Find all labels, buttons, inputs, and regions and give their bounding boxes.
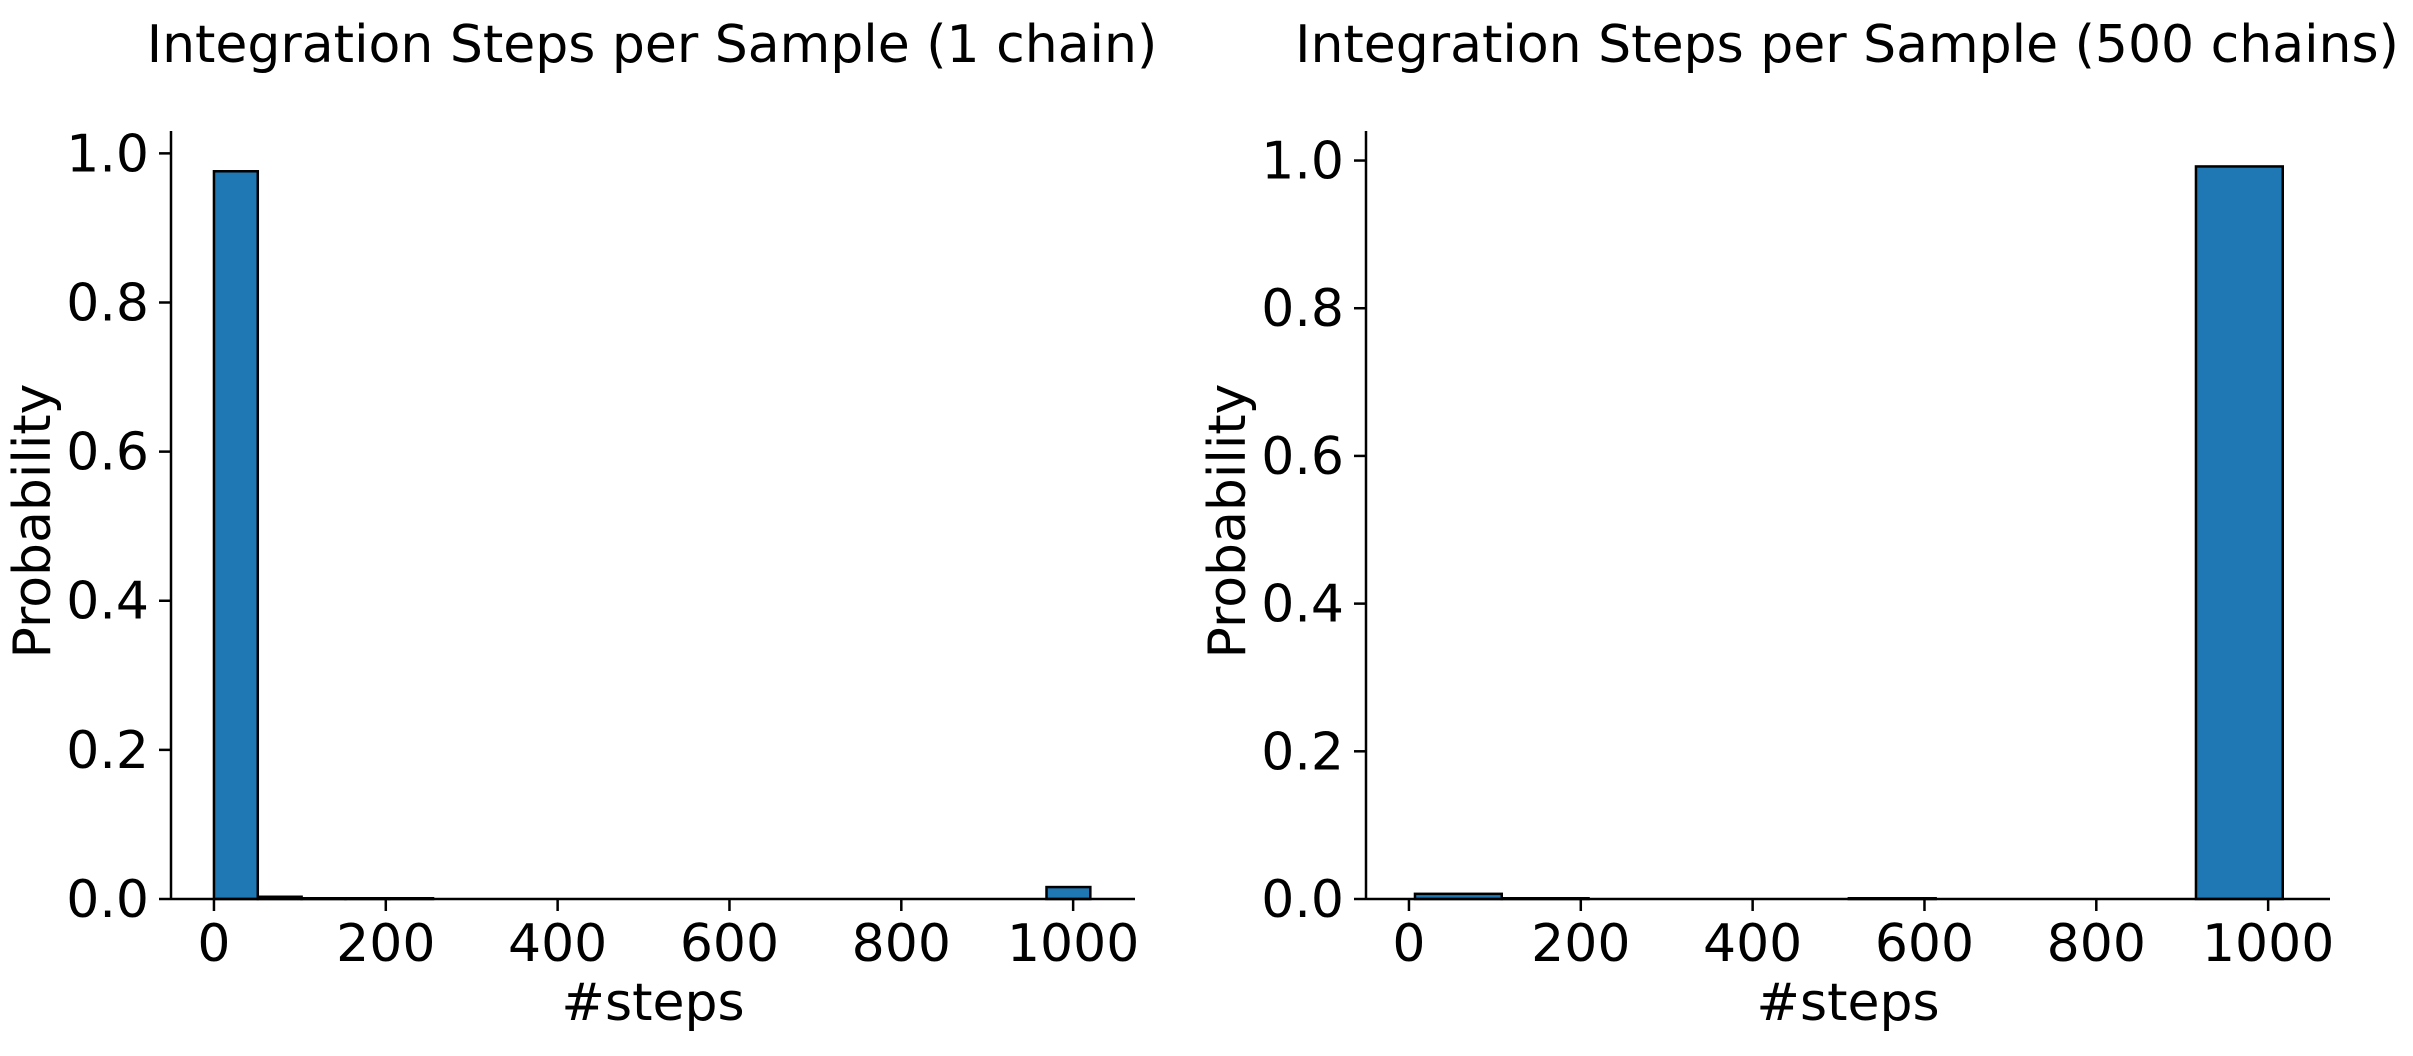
x-axis-label: #steps [561, 973, 744, 1033]
chart-panel-500-chains: Integration Steps per Sample (500 chains… [1198, 15, 2399, 1033]
x-axis-ticks: 0 200 400 600 800 1000 [197, 899, 1139, 974]
y-tick-label: 0.0 [1261, 870, 1344, 930]
chart-title: Integration Steps per Sample (1 chain) [147, 15, 1158, 75]
y-tick-label: 0.6 [1261, 427, 1344, 487]
y-tick-label: 0.8 [66, 273, 149, 333]
x-tick-label: 800 [2047, 914, 2146, 974]
x-tick-label: 1000 [1007, 914, 1139, 974]
x-tick-label: 400 [1703, 914, 1802, 974]
y-axis-ticks: 0.0 0.2 0.4 0.6 0.8 1.0 [1261, 132, 1366, 930]
x-axis-ticks: 0 200 400 600 800 1000 [1392, 899, 2334, 974]
x-tick-label: 400 [508, 914, 607, 974]
y-tick-label: 1.0 [66, 124, 149, 184]
y-tick-label: 0.0 [66, 870, 149, 930]
y-tick-label: 1.0 [1261, 132, 1344, 192]
y-tick-label: 0.6 [66, 423, 149, 483]
chart-panel-1-chain: Integration Steps per Sample (1 chain) P… [3, 15, 1157, 1033]
x-tick-label: 800 [852, 914, 951, 974]
x-tick-label: 0 [1392, 914, 1425, 974]
x-tick-label: 1000 [2202, 914, 2334, 974]
y-tick-label: 0.2 [66, 721, 149, 781]
x-tick-label: 600 [680, 914, 779, 974]
y-tick-label: 0.8 [1261, 279, 1344, 339]
y-tick-label: 0.4 [66, 572, 149, 632]
y-axis-ticks: 0.0 0.2 0.4 0.6 0.8 1.0 [66, 124, 171, 930]
histogram-bar [1045, 885, 1092, 901]
histogram-bars [212, 170, 1092, 901]
chart-title: Integration Steps per Sample (500 chains… [1295, 15, 2399, 75]
y-tick-label: 0.4 [1261, 575, 1344, 635]
x-axis-label: #steps [1756, 973, 1939, 1033]
y-axis-label: Probability [3, 384, 63, 659]
x-tick-label: 200 [336, 914, 435, 974]
y-tick-label: 0.2 [1261, 722, 1344, 782]
x-tick-label: 200 [1531, 914, 1630, 974]
histogram-bar [212, 170, 260, 901]
y-axis-label: Probability [1198, 384, 1258, 659]
histogram-bars [1413, 165, 2284, 901]
x-tick-label: 0 [197, 914, 230, 974]
x-tick-label: 600 [1875, 914, 1974, 974]
histogram-bar [2194, 165, 2284, 901]
